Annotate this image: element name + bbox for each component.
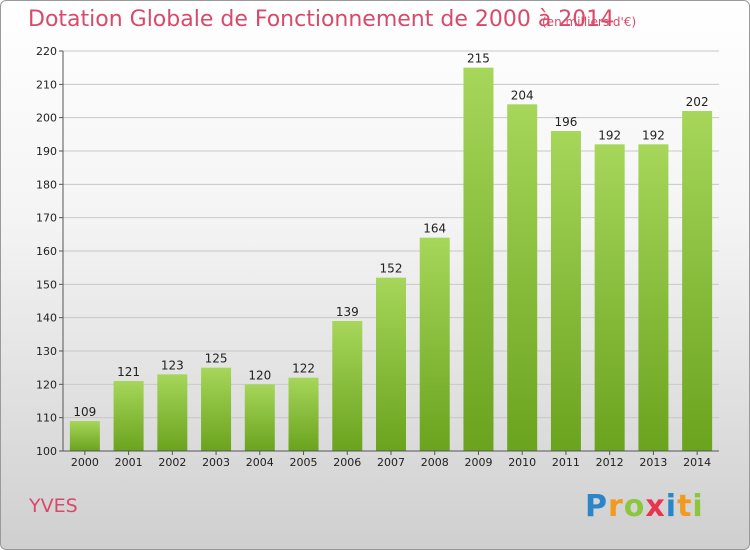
value-label: 202 [686, 95, 709, 109]
y-tick-label: 160 [36, 245, 57, 258]
logo-letter: o [623, 489, 646, 524]
logo-letter: x [645, 489, 666, 524]
y-tick-label: 180 [36, 178, 57, 191]
bar-2006 [332, 321, 363, 451]
chart-unit: (en milliers d'€) [542, 15, 637, 29]
y-tick-label: 130 [36, 345, 57, 358]
y-tick-label: 190 [36, 145, 57, 158]
bar-2005 [288, 377, 319, 451]
bar-2007 [376, 277, 406, 451]
x-tick-label: 2001 [115, 456, 143, 469]
logo-letter: i [692, 489, 704, 524]
bar-2004 [244, 384, 275, 451]
value-labels: 109 121 123 125 120 122 139 152 164 215 204 196 192 1… [73, 52, 708, 419]
bar-2014 [682, 111, 713, 451]
x-tick-label: 2008 [421, 456, 449, 469]
y-tick-label: 120 [36, 378, 57, 391]
bar-2010 [507, 104, 538, 451]
bar-2000 [69, 421, 100, 451]
chart-title: Dotation Globale de Fonctionnement de 20… [28, 7, 615, 32]
bars [69, 67, 713, 452]
bar-2011 [550, 131, 581, 451]
bar-2002 [157, 374, 188, 451]
x-tick-label: 2013 [639, 456, 667, 469]
value-label: 121 [117, 365, 140, 379]
logo-letter: r [608, 489, 624, 524]
logo-letter: P [585, 489, 608, 524]
x-tick-label: 2003 [202, 456, 230, 469]
y-tick-label: 150 [36, 278, 57, 291]
y-tick-label: 220 [36, 45, 57, 58]
value-label: 164 [423, 222, 446, 236]
x-tick-label: 2012 [596, 456, 624, 469]
bar-2003 [201, 367, 232, 451]
value-label: 152 [380, 262, 403, 276]
x-tick-label: 2004 [246, 456, 274, 469]
y-tick-label: 210 [36, 78, 57, 91]
bar-2001 [113, 381, 144, 451]
y-tick-label: 110 [36, 412, 57, 425]
x-tick-label: 2007 [377, 456, 405, 469]
x-tick-label: 2014 [683, 456, 711, 469]
value-label: 120 [248, 368, 271, 382]
bar-2013 [638, 144, 669, 452]
x-tick-label: 2006 [333, 456, 361, 469]
y-tick-label: 200 [36, 112, 57, 125]
value-label: 196 [554, 115, 577, 129]
value-label: 139 [336, 305, 359, 319]
y-tick-label: 100 [36, 445, 57, 458]
y-tick-label: 170 [36, 212, 57, 225]
value-label: 215 [467, 52, 490, 66]
value-label: 122 [292, 362, 315, 376]
x-tick-label: 2009 [464, 456, 492, 469]
x-tick-label: 2011 [552, 456, 580, 469]
x-tick-label: 2005 [290, 456, 318, 469]
value-label: 192 [642, 128, 665, 142]
value-label: 123 [161, 358, 184, 372]
value-label: 109 [73, 405, 96, 419]
value-label: 192 [598, 128, 621, 142]
logo-letter: t [677, 489, 693, 524]
x-tick-label: 2000 [71, 456, 99, 469]
value-label: 125 [205, 352, 228, 366]
x-tick-label: 2010 [508, 456, 536, 469]
commune-name: YVES [29, 495, 78, 517]
x-tick-label: 2002 [158, 456, 186, 469]
bar-2012 [594, 144, 625, 452]
logo-letter: i [665, 489, 678, 524]
bar-2008 [419, 237, 450, 451]
bar-2009 [463, 67, 494, 452]
y-tick-label: 140 [36, 312, 57, 325]
axes: 100 110 120 130 140 150 160 170 180 190 200 210 220 2… [36, 45, 719, 469]
proxiti-logo: Proxiti [585, 489, 704, 524]
value-label: 204 [511, 88, 534, 102]
